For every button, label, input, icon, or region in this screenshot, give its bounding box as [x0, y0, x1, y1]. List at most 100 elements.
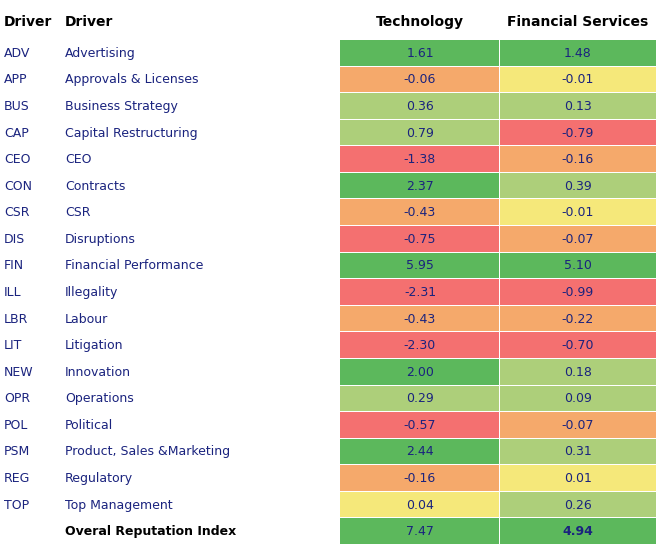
Text: Labour: Labour [65, 313, 109, 325]
Bar [340, 306, 499, 331]
Bar [340, 385, 499, 411]
Text: Contracts: Contracts [65, 180, 126, 193]
Text: LBR: LBR [4, 313, 28, 325]
Text: TOP: TOP [4, 499, 29, 512]
Bar [500, 465, 656, 491]
Text: -0.01: -0.01 [562, 206, 594, 219]
Text: CAP: CAP [4, 126, 29, 140]
Text: Overal Reputation Index: Overal Reputation Index [65, 525, 236, 538]
Text: Advertising: Advertising [65, 47, 136, 60]
Bar [340, 332, 499, 358]
Text: 5.10: 5.10 [564, 259, 592, 272]
Bar [340, 412, 499, 438]
Text: -0.43: -0.43 [404, 313, 436, 325]
Text: 0.36: 0.36 [406, 100, 434, 113]
Text: 0.01: 0.01 [564, 472, 592, 485]
Text: -0.79: -0.79 [562, 126, 594, 140]
Bar [340, 253, 499, 278]
Text: Approvals & Licenses: Approvals & Licenses [65, 74, 199, 86]
Text: Driver: Driver [4, 15, 53, 29]
Bar [340, 146, 499, 172]
Text: 7.47: 7.47 [406, 525, 434, 538]
Bar [500, 146, 656, 172]
Bar [340, 439, 499, 464]
Bar [500, 518, 656, 544]
Text: Illegality: Illegality [65, 286, 118, 299]
Bar [500, 226, 656, 252]
Text: 1.48: 1.48 [564, 47, 592, 60]
Text: CSR: CSR [4, 206, 30, 219]
Bar [500, 253, 656, 278]
Text: 0.79: 0.79 [406, 126, 434, 140]
Text: CEO: CEO [4, 153, 30, 166]
Bar [500, 439, 656, 464]
Bar [500, 306, 656, 331]
Text: 0.13: 0.13 [564, 100, 592, 113]
Text: NEW: NEW [4, 366, 34, 379]
Text: Driver: Driver [65, 15, 113, 29]
Text: -0.07: -0.07 [562, 419, 594, 432]
Text: 4.94: 4.94 [563, 525, 594, 538]
Bar [340, 226, 499, 252]
Bar [500, 93, 656, 119]
Text: APP: APP [4, 74, 28, 86]
Bar [340, 40, 499, 65]
Text: Litigation: Litigation [65, 339, 124, 352]
Text: 0.31: 0.31 [564, 445, 592, 458]
Text: Technology: Technology [376, 15, 464, 29]
Bar [500, 120, 656, 146]
Text: -0.75: -0.75 [404, 233, 436, 246]
Text: ADV: ADV [4, 47, 30, 60]
Bar [500, 173, 656, 198]
Bar [500, 66, 656, 92]
Text: -0.01: -0.01 [562, 74, 594, 86]
Text: -2.31: -2.31 [404, 286, 436, 299]
Text: 2.44: 2.44 [406, 445, 434, 458]
Text: Operations: Operations [65, 392, 134, 405]
Text: DIS: DIS [4, 233, 25, 246]
Text: -0.99: -0.99 [562, 286, 594, 299]
Text: -0.16: -0.16 [404, 472, 436, 485]
Bar [340, 199, 499, 225]
Text: 2.00: 2.00 [406, 366, 434, 379]
Bar [340, 120, 499, 146]
Bar [340, 279, 499, 305]
Text: -1.38: -1.38 [404, 153, 436, 166]
Text: -0.06: -0.06 [404, 74, 436, 86]
Text: 0.29: 0.29 [406, 392, 434, 405]
Text: REG: REG [4, 472, 30, 485]
Bar [500, 40, 656, 65]
Text: BUS: BUS [4, 100, 30, 113]
Bar [500, 492, 656, 517]
Text: Financial Performance: Financial Performance [65, 259, 203, 272]
Text: CSR: CSR [65, 206, 91, 219]
Text: FIN: FIN [4, 259, 24, 272]
Bar [340, 465, 499, 491]
Text: CEO: CEO [65, 153, 91, 166]
Text: -0.57: -0.57 [404, 419, 436, 432]
Text: OPR: OPR [4, 392, 30, 405]
Text: ILL: ILL [4, 286, 22, 299]
Text: 0.04: 0.04 [406, 499, 434, 512]
Bar [500, 412, 656, 438]
Text: 1.61: 1.61 [406, 47, 434, 60]
Bar [500, 359, 656, 385]
Bar [340, 518, 499, 544]
Text: 0.18: 0.18 [564, 366, 592, 379]
Bar [340, 359, 499, 385]
Text: 5.95: 5.95 [406, 259, 434, 272]
Text: Political: Political [65, 419, 113, 432]
Text: 0.09: 0.09 [564, 392, 592, 405]
Text: 0.26: 0.26 [564, 499, 592, 512]
Bar [500, 385, 656, 411]
Text: Business Strategy: Business Strategy [65, 100, 178, 113]
Text: -0.07: -0.07 [562, 233, 594, 246]
Text: -0.22: -0.22 [562, 313, 594, 325]
Bar [340, 93, 499, 119]
Text: CON: CON [4, 180, 32, 193]
Text: POL: POL [4, 419, 28, 432]
Text: Regulatory: Regulatory [65, 472, 133, 485]
Text: -2.30: -2.30 [404, 339, 436, 352]
Bar [340, 173, 499, 198]
Text: LIT: LIT [4, 339, 22, 352]
